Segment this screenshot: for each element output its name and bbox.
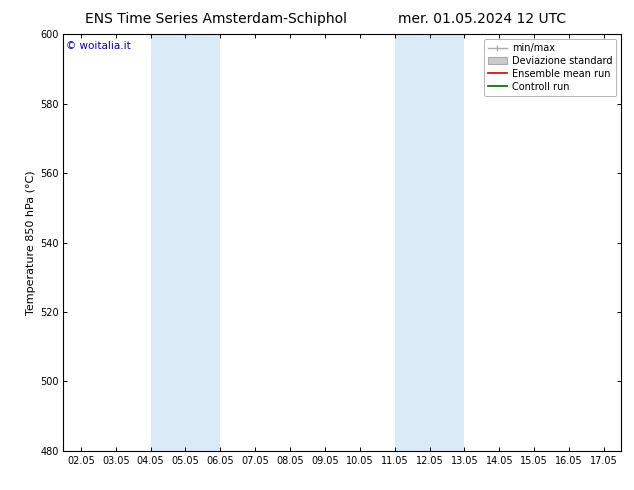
Bar bbox=[394, 34, 464, 451]
Bar bbox=[150, 34, 221, 451]
Legend: min/max, Deviazione standard, Ensemble mean run, Controll run: min/max, Deviazione standard, Ensemble m… bbox=[484, 39, 616, 96]
Y-axis label: Temperature 850 hPa (°C): Temperature 850 hPa (°C) bbox=[26, 170, 36, 315]
Text: ENS Time Series Amsterdam-Schiphol: ENS Time Series Amsterdam-Schiphol bbox=[84, 12, 347, 26]
Text: © woitalia.it: © woitalia.it bbox=[66, 41, 131, 50]
Text: mer. 01.05.2024 12 UTC: mer. 01.05.2024 12 UTC bbox=[398, 12, 566, 26]
